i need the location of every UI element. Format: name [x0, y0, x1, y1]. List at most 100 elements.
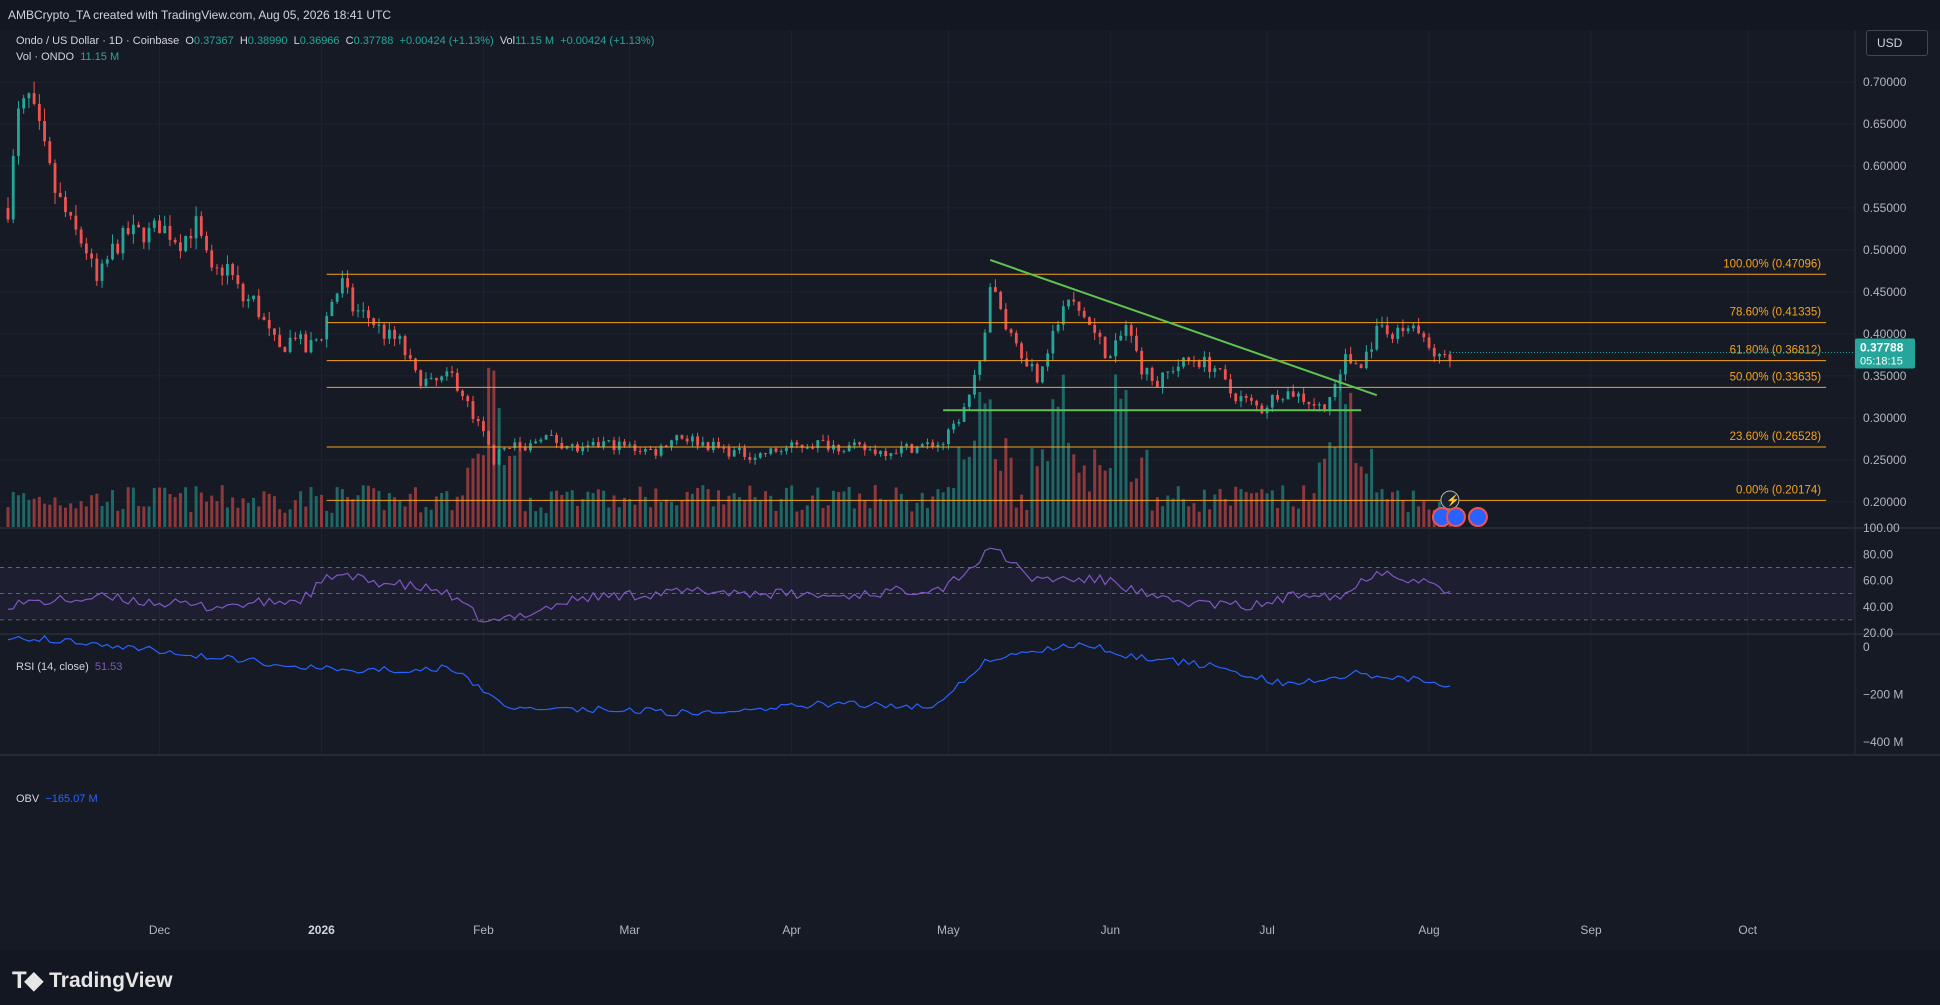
- candle-body: [325, 316, 329, 340]
- volume-bar: [1046, 461, 1050, 527]
- candle-body: [988, 287, 992, 333]
- volume-bar: [178, 493, 182, 527]
- event-icons: ⚡: [1431, 490, 1488, 527]
- volume-bar: [194, 486, 198, 527]
- candle-body: [22, 98, 26, 109]
- price-tick-label: 0.50000: [1863, 243, 1907, 257]
- candle-body: [1014, 332, 1018, 344]
- candle-body: [1176, 366, 1180, 372]
- candle-body: [978, 361, 982, 375]
- volume-bar: [1014, 507, 1018, 527]
- volume-bar: [189, 511, 193, 527]
- chart-area[interactable]: 100.00% (0.47096) 78.60% (0.41335) 61.80% …: [0, 30, 1940, 950]
- volume-bar: [126, 487, 130, 527]
- candle-body: [920, 444, 924, 447]
- volume-bar: [1302, 485, 1306, 527]
- candle-body: [450, 371, 454, 373]
- volume-bar: [565, 491, 569, 527]
- low-value: 0.36966: [299, 35, 340, 47]
- volume-bar: [643, 496, 647, 527]
- volume-bar: [858, 493, 862, 527]
- volume-bar: [11, 491, 15, 527]
- candle-body: [90, 253, 93, 259]
- candle-body: [27, 93, 31, 99]
- candle-body: [1255, 400, 1259, 406]
- volume-bar: [1166, 495, 1170, 527]
- candle-body: [1035, 364, 1039, 383]
- candle-body: [1276, 394, 1279, 400]
- candle-body: [847, 445, 851, 452]
- time-tick-label: May: [937, 923, 960, 937]
- volume-bar: [1359, 466, 1363, 527]
- candle-body: [466, 396, 470, 402]
- currency-button[interactable]: USD: [1866, 30, 1928, 56]
- candle-body: [936, 444, 940, 447]
- volume-bar: [863, 500, 867, 527]
- volume-bar: [304, 506, 308, 527]
- candle-body: [330, 301, 334, 317]
- candle-body: [1333, 384, 1337, 397]
- price-tick-label: 0.45000: [1863, 285, 1907, 299]
- time-tick-label: Jul: [1259, 923, 1274, 937]
- candle-body: [288, 337, 292, 352]
- volume-bar: [664, 499, 668, 527]
- volume-bar: [769, 495, 773, 527]
- candle-body: [941, 444, 945, 446]
- candle-body: [957, 421, 961, 424]
- candle-body: [879, 450, 882, 455]
- volume-bar: [168, 493, 172, 527]
- rsi-legend: RSI (14, close) 51.53: [16, 661, 122, 673]
- volume-bar: [926, 507, 929, 527]
- volume-bar: [152, 487, 156, 527]
- candle-body: [131, 224, 135, 235]
- candle-body: [1108, 356, 1112, 359]
- volume-bar: [638, 486, 642, 527]
- candle-body: [691, 436, 694, 442]
- candle-body: [576, 444, 579, 452]
- candle-body: [372, 318, 376, 326]
- volume-bar: [1229, 505, 1233, 527]
- candle-body: [335, 293, 339, 302]
- volume-bar: [602, 490, 606, 527]
- candle-body: [873, 449, 877, 455]
- volume-bar: [711, 506, 715, 527]
- volume-bar: [408, 493, 412, 527]
- candle-body: [1103, 336, 1107, 359]
- volume-bar: [560, 495, 564, 527]
- volume-bar: [1286, 501, 1290, 527]
- volume-bar: [455, 496, 459, 527]
- chart-canvas[interactable]: 100.00% (0.47096) 78.60% (0.41335) 61.80% …: [0, 30, 1940, 950]
- volume-bar: [513, 455, 517, 527]
- candle-body: [189, 235, 193, 239]
- tradingview-logo[interactable]: T◆ TradingView: [12, 966, 172, 995]
- volume-bar: [1427, 509, 1431, 527]
- volume-bar: [481, 455, 485, 527]
- candle-body: [1417, 325, 1420, 334]
- obv-label: OBV: [16, 793, 40, 805]
- candle-body: [837, 444, 841, 452]
- volume-bar: [993, 459, 997, 527]
- candle-body: [910, 444, 914, 453]
- candle-body: [408, 355, 412, 359]
- candle-body: [508, 447, 511, 449]
- volume-bar: [1061, 374, 1065, 527]
- volume-bar: [1056, 406, 1060, 527]
- volume-bar: [774, 510, 778, 527]
- volume-bar: [1349, 392, 1353, 527]
- volume-bar: [37, 496, 41, 527]
- volume-bar: [784, 487, 788, 527]
- volume-bar: [340, 489, 344, 527]
- volume-bar: [555, 490, 559, 527]
- candle-body: [1385, 325, 1389, 335]
- volume-bar: [701, 485, 705, 527]
- volume-bar: [1312, 493, 1316, 527]
- candle-body: [1427, 337, 1431, 348]
- candle-body: [257, 295, 261, 317]
- candle-body: [435, 377, 438, 381]
- volume-bar: [936, 489, 940, 527]
- volume-bar: [957, 446, 961, 527]
- volume-bar: [1406, 512, 1410, 527]
- volume-bar: [962, 459, 966, 527]
- candle-body: [628, 444, 632, 446]
- candle-body: [973, 374, 976, 395]
